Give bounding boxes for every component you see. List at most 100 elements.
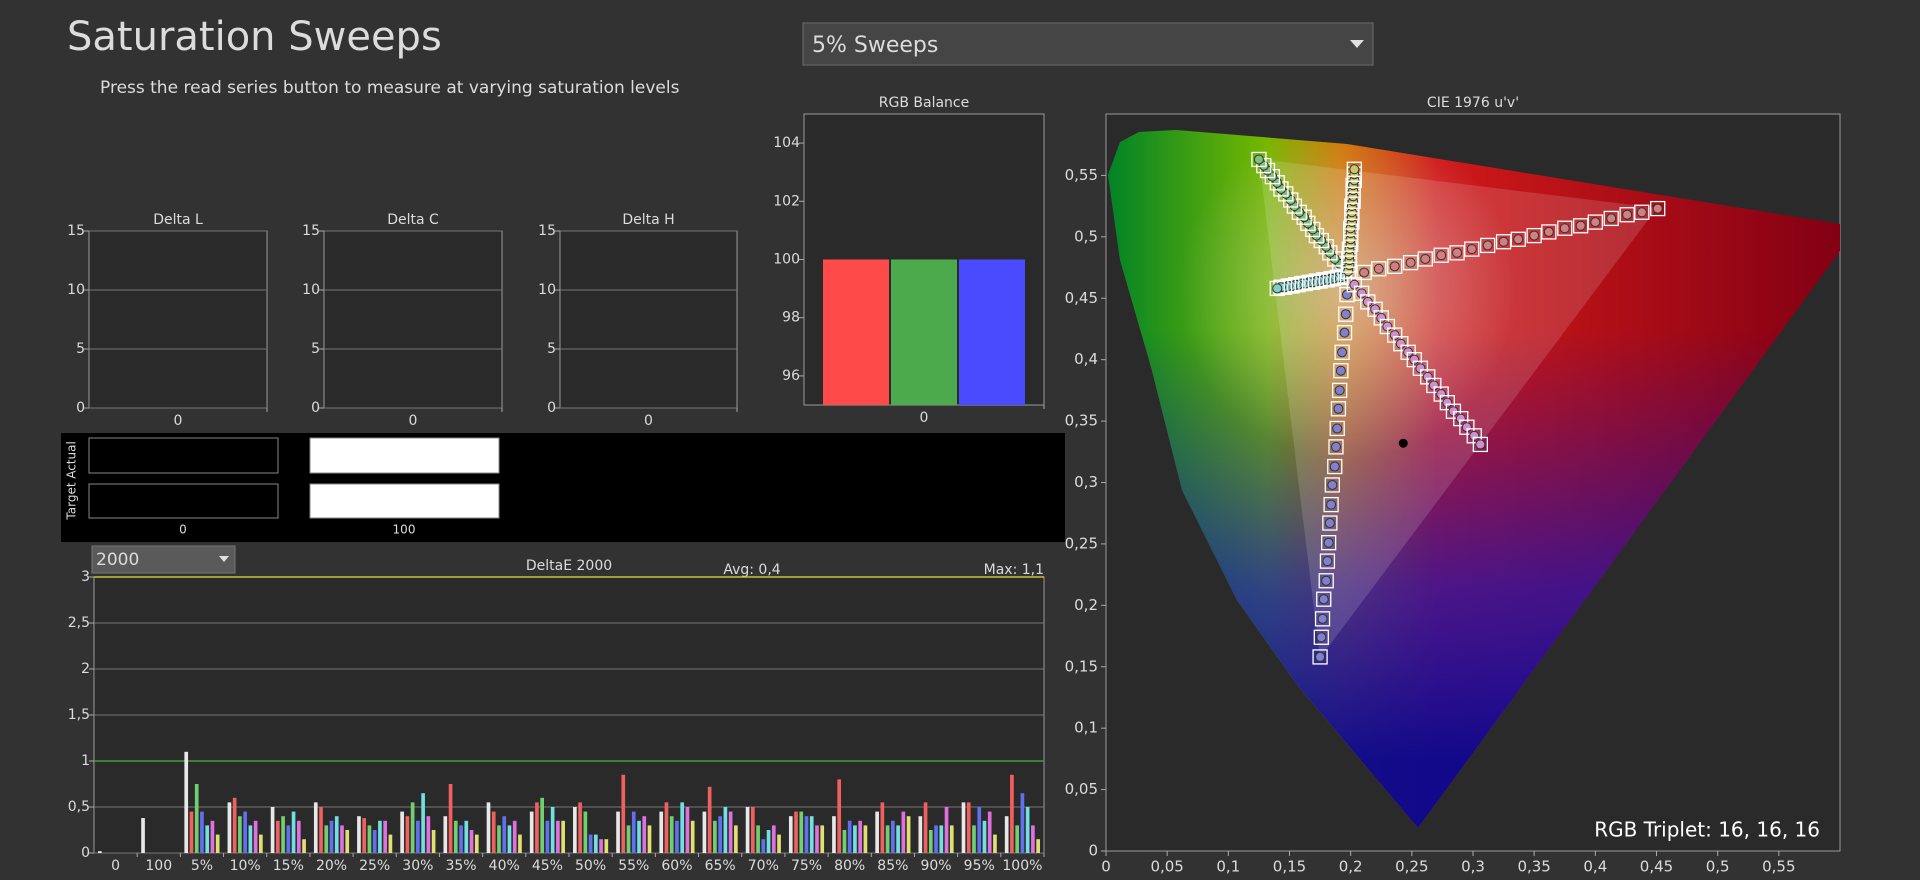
- bar: [599, 839, 603, 853]
- bar: [647, 825, 652, 853]
- target-square: [1634, 204, 1650, 220]
- bar: [210, 820, 215, 853]
- measured-point: [1529, 230, 1540, 241]
- scatter-chart: CIE 1976 u'v' 0 0,05 0,1 0,15 0,2 0,25 0,3 0,35 0…: [1065, 95, 1796, 876]
- x-tick-label: 65%: [705, 858, 736, 874]
- measured-point: [1606, 213, 1617, 224]
- bar: [416, 820, 420, 853]
- bar: [507, 825, 512, 853]
- target-square: [1587, 214, 1603, 230]
- bar: [734, 825, 738, 853]
- bar: [961, 802, 966, 853]
- x-tick-label: 0,25: [1395, 858, 1428, 876]
- y-tick-label: 15: [67, 223, 85, 239]
- measured-point: [1436, 389, 1447, 400]
- bar: [771, 825, 776, 853]
- measured-point: [1575, 220, 1586, 231]
- bar: [561, 820, 565, 853]
- x-tick-label: 0: [174, 413, 183, 429]
- target-square: [1278, 186, 1294, 202]
- x-tick-label: 0,1: [1216, 858, 1240, 876]
- bar: [593, 834, 598, 853]
- target-square: [1346, 161, 1362, 177]
- target-square: [1433, 386, 1449, 402]
- swatch-target: [88, 483, 279, 519]
- bar: [184, 751, 189, 853]
- annotation: RGB Triplet: 16, 16, 16: [1594, 818, 1820, 842]
- dropdown-box[interactable]: [802, 22, 1374, 66]
- bar: [815, 825, 819, 853]
- y-tick-label: 0,2: [1074, 596, 1098, 614]
- x-tick-label: 35%: [445, 858, 476, 874]
- bar: [604, 839, 609, 853]
- bar: [497, 825, 501, 853]
- measured-point: [1340, 309, 1351, 320]
- target-square: [1495, 234, 1512, 250]
- y-tick-label: 0,45: [1065, 289, 1098, 307]
- max-label: Max: 1,1: [984, 562, 1044, 578]
- dropdown-arrow[interactable]: [219, 556, 229, 562]
- bar: [302, 839, 306, 853]
- bar: [880, 802, 885, 853]
- target-square: [1603, 210, 1619, 227]
- bar: [858, 820, 863, 853]
- measured-point: [1422, 371, 1433, 382]
- measured-point: [1349, 164, 1360, 175]
- bar: [421, 793, 425, 853]
- bar: [987, 811, 992, 853]
- bar: [1015, 825, 1020, 853]
- bar: [550, 807, 555, 853]
- target-square: [1464, 241, 1480, 257]
- target-square: [1329, 420, 1345, 437]
- bar: [426, 816, 431, 853]
- bar: [583, 811, 588, 853]
- bar: [702, 811, 707, 853]
- x-tick-label: 75%: [791, 858, 822, 874]
- measured-point: [1315, 651, 1326, 662]
- bar: [766, 830, 771, 853]
- y-tick-label: 100: [773, 252, 800, 268]
- deltae-dropdown[interactable]: 2000: [91, 545, 236, 574]
- bar: [837, 779, 842, 853]
- x-tick-label: 85%: [877, 858, 908, 874]
- bar: [1004, 816, 1009, 853]
- bar: [723, 807, 728, 853]
- bar: [804, 816, 809, 853]
- target-square: [1472, 436, 1488, 453]
- sweep-dropdown[interactable]: 5% Sweeps: [802, 22, 1374, 66]
- bar: [621, 774, 626, 853]
- dropdown-box[interactable]: [91, 545, 236, 574]
- bar: [794, 811, 798, 853]
- x-tick-label: 80%: [834, 858, 865, 874]
- swatch-actual: [88, 437, 279, 474]
- dropdown-value[interactable]: 2000: [96, 550, 139, 570]
- chart-title: Delta C: [387, 212, 439, 228]
- swatch-label: 100: [393, 523, 416, 537]
- target-square: [1573, 218, 1589, 234]
- bar: [372, 830, 377, 853]
- measured-point: [1389, 330, 1400, 341]
- target-square: [1313, 232, 1329, 249]
- plot-frame: [323, 230, 503, 409]
- y-tick-label: 10: [67, 282, 85, 298]
- dropdown-value[interactable]: 5% Sweeps: [812, 33, 938, 58]
- bar: [248, 825, 253, 853]
- bar: [431, 830, 436, 853]
- bar: [863, 825, 868, 853]
- chart-title: Delta H: [622, 212, 674, 228]
- measured-point: [1337, 347, 1348, 358]
- measured-point: [1452, 247, 1463, 258]
- chart-title: RGB Balance: [879, 95, 969, 111]
- x-tick-label: 100: [145, 858, 172, 874]
- measured-point: [1455, 413, 1466, 424]
- y-tick-label: 10: [302, 282, 320, 298]
- dropdown-arrow[interactable]: [1350, 40, 1364, 48]
- target-square: [1312, 649, 1328, 665]
- target-square: [1541, 224, 1557, 240]
- y-tick-label: 0,4: [1074, 350, 1098, 368]
- bar: [275, 820, 280, 853]
- row-label: Target: [65, 482, 79, 520]
- target-square: [1387, 327, 1403, 343]
- bar: [540, 797, 545, 853]
- bar: [832, 816, 836, 853]
